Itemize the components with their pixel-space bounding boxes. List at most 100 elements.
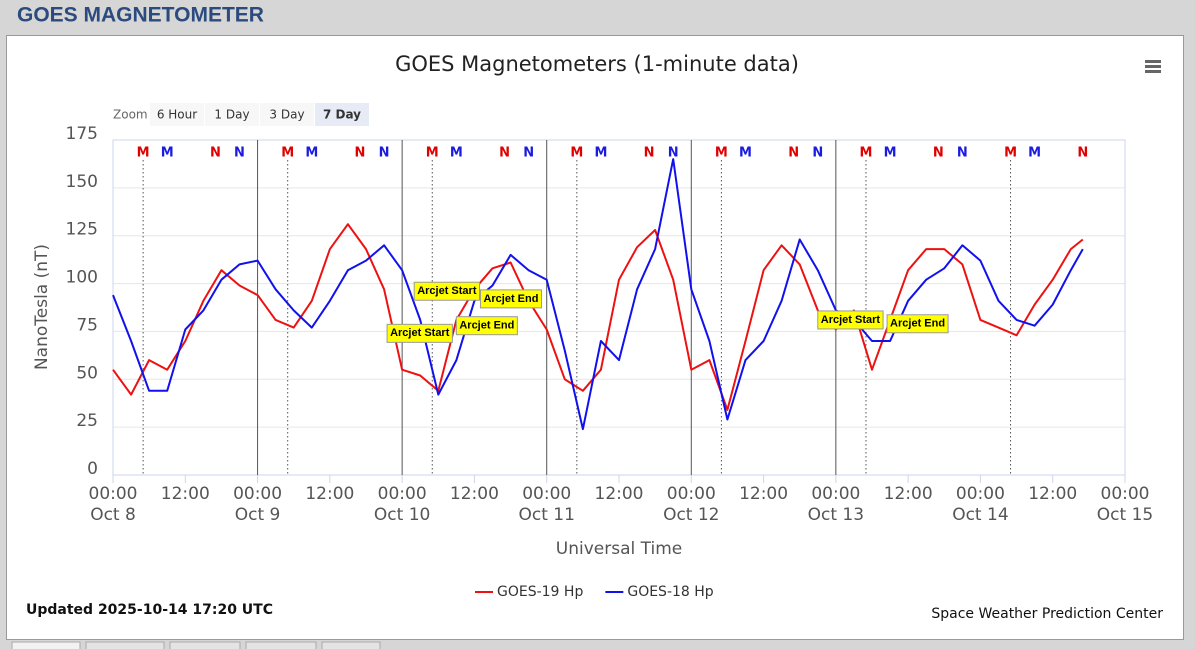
legend-label: GOES-19 Hp (497, 584, 583, 600)
orbit-marker: M (1028, 146, 1041, 161)
orbit-marker: N (788, 146, 799, 161)
menu-bar (1145, 60, 1161, 63)
zoom-button-bg (205, 103, 259, 126)
annotation-label: Arcjet End (483, 293, 538, 305)
y-tick-label: 150 (66, 172, 98, 192)
tab[interactable] (11, 641, 81, 649)
series-line (112, 223, 1084, 411)
x-tick-date: Oct 15 (1097, 505, 1153, 525)
x-tick-label: 00:00 (378, 484, 427, 504)
orbit-marker: M (570, 146, 583, 161)
y-tick-label: 25 (76, 411, 98, 431)
page-header: GOES MAGNETOMETER (17, 4, 264, 27)
zoom-button[interactable]: 1 Day (205, 103, 259, 126)
annotation: Arcjet End (886, 314, 949, 334)
zoom-button-label: 3 Day (269, 108, 304, 122)
x-tick-label: 12:00 (884, 484, 933, 504)
annotation: Arcjet Start (413, 281, 480, 301)
x-tick-label: 12:00 (739, 484, 788, 504)
zoom-label: Zoom (113, 108, 148, 122)
tab[interactable] (85, 641, 165, 649)
annotation: Arcjet End (479, 289, 542, 309)
y-tick-label: 0 (87, 459, 98, 479)
orbit-marker: N (957, 146, 968, 161)
orbit-marker: M (594, 146, 607, 161)
x-tick-date: Oct 9 (235, 505, 281, 525)
annotation-box (413, 281, 480, 301)
orbit-marker: M (426, 146, 439, 161)
y-tick-label: 75 (76, 315, 98, 335)
zoom-button-bg (150, 103, 204, 126)
tab[interactable] (321, 641, 381, 649)
orbit-marker: N (644, 146, 655, 161)
orbit-marker: M (1004, 146, 1017, 161)
x-tick-label: 00:00 (522, 484, 571, 504)
annotation-box (479, 289, 542, 309)
zoom-button[interactable]: 6 Hour (150, 103, 204, 126)
menu-bar (1145, 70, 1161, 73)
annotation: Arcjet Start (817, 310, 884, 330)
y-axis-title: NanoTesla (nT) (32, 244, 52, 370)
orbit-marker: N (355, 146, 366, 161)
menu-button[interactable] (1145, 60, 1161, 73)
zoom-button-label: 1 Day (214, 108, 249, 122)
x-tick-date: Oct 11 (518, 505, 574, 525)
legend-item[interactable]: GOES-19 Hp (475, 584, 583, 600)
annotation-label: Arcjet End (459, 320, 514, 332)
x-tick-label: 12:00 (450, 484, 499, 504)
annotation-box (817, 310, 884, 330)
x-tick-label: 00:00 (667, 484, 716, 504)
legend-label: GOES-18 Hp (627, 584, 713, 600)
annotation-box (886, 314, 949, 334)
orbit-marker: N (210, 146, 221, 161)
orbit-marker: M (739, 146, 752, 161)
x-tick-label: 00:00 (89, 484, 138, 504)
tab[interactable] (169, 641, 241, 649)
orbit-marker: N (1077, 146, 1088, 161)
x-tick-label: 12:00 (595, 484, 644, 504)
orbit-marker: N (499, 146, 510, 161)
orbit-marker: N (379, 146, 390, 161)
chart-panel (6, 35, 1184, 640)
x-tick-label: 00:00 (811, 484, 860, 504)
annotation-box (455, 316, 518, 336)
x-axis-title: Universal Time (556, 539, 682, 559)
chart-title: GOES Magnetometers (1-minute data) (395, 52, 799, 76)
x-tick-label: 00:00 (233, 484, 282, 504)
updated-note: Updated 2025-10-14 17:20 UTC (26, 602, 273, 618)
annotation-label: Arcjet End (890, 318, 945, 330)
zoom-button-bg (315, 103, 369, 126)
legend-item[interactable]: GOES-18 Hp (605, 584, 714, 600)
y-tick-label: 125 (66, 220, 98, 240)
x-tick-label: 12:00 (161, 484, 210, 504)
x-tick-date: Oct 12 (663, 505, 719, 525)
zoom-button[interactable]: 3 Day (260, 103, 314, 126)
orbit-marker: N (668, 146, 679, 161)
orbit-marker: N (933, 146, 944, 161)
annotation-label: Arcjet Start (821, 314, 881, 326)
tab[interactable] (245, 641, 317, 649)
orbit-marker: M (281, 146, 294, 161)
orbit-marker: M (161, 146, 174, 161)
annotation: Arcjet End (455, 316, 518, 336)
zoom-button[interactable]: 7 Day (315, 103, 369, 126)
y-tick-label: 100 (66, 268, 98, 288)
x-tick-label: 00:00 (1101, 484, 1150, 504)
orbit-marker: M (137, 146, 150, 161)
zoom-button-label: 6 Hour (157, 108, 197, 122)
series-line (112, 158, 1084, 431)
zoom-button-label: 7 Day (323, 108, 361, 122)
x-tick-label: 12:00 (1028, 484, 1077, 504)
x-tick-date: Oct 10 (374, 505, 430, 525)
x-tick-date: Oct 14 (952, 505, 1008, 525)
annotation-box (386, 323, 453, 343)
y-tick-label: 50 (76, 363, 98, 383)
zoom-button-bg (260, 103, 314, 126)
orbit-marker: M (860, 146, 873, 161)
orbit-marker: N (234, 146, 245, 161)
annotation: Arcjet Start (386, 323, 453, 343)
annotation-label: Arcjet Start (417, 285, 477, 297)
orbit-marker: N (812, 146, 823, 161)
